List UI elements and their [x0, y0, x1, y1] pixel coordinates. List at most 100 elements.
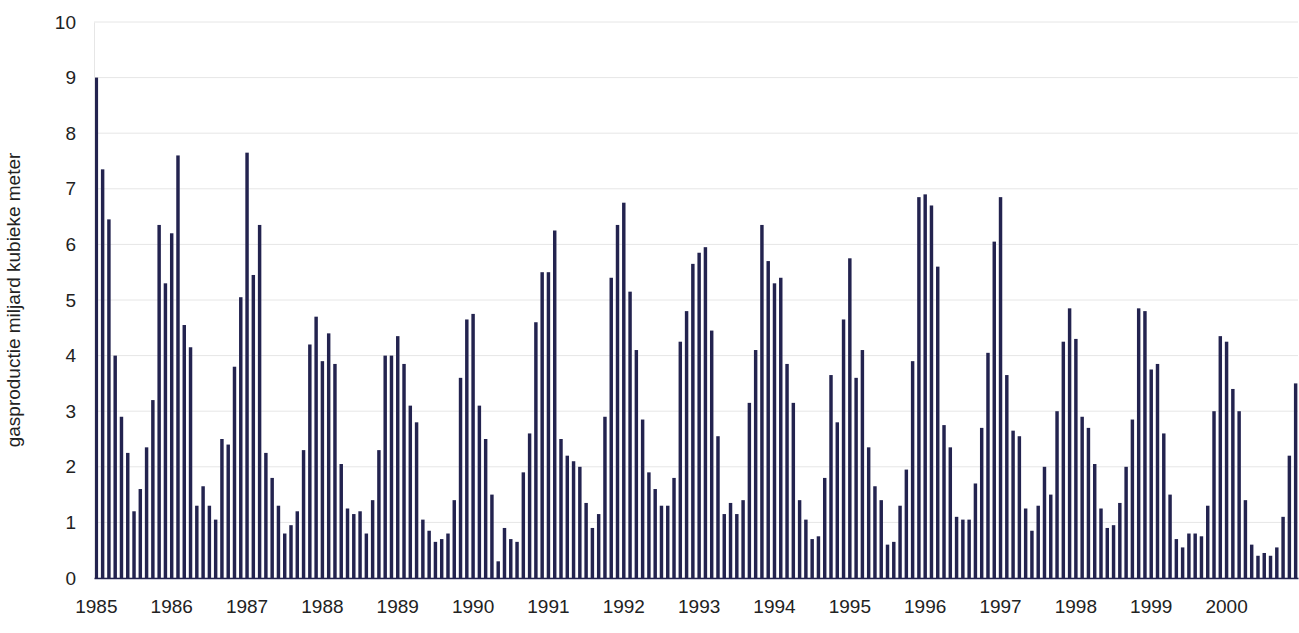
bar	[1288, 456, 1291, 578]
bar	[1150, 370, 1153, 579]
bar	[107, 219, 110, 578]
bar	[333, 364, 336, 578]
bar	[522, 472, 525, 578]
bar	[610, 278, 613, 578]
bar	[1055, 411, 1058, 578]
grid-line	[94, 77, 1298, 78]
bar	[559, 439, 562, 578]
x-tick-label: 1990	[452, 596, 494, 617]
bar	[566, 456, 569, 578]
x-tick-label: 1994	[753, 596, 796, 617]
bar	[1231, 389, 1234, 578]
bar	[572, 461, 575, 578]
bar	[1244, 500, 1247, 578]
grid	[94, 22, 1298, 578]
bar	[741, 500, 744, 578]
chart: 0123456789101985198619871988198919901991…	[0, 0, 1299, 633]
bar	[710, 331, 713, 578]
bar	[892, 542, 895, 578]
bar	[471, 314, 474, 578]
bar	[421, 520, 424, 578]
x-tick: 1988	[301, 578, 343, 617]
bar	[515, 542, 518, 578]
bar	[704, 247, 707, 578]
y-axis: 012345678910	[55, 12, 95, 589]
y-tick: 5	[65, 290, 94, 311]
x-tick-label: 1989	[377, 596, 419, 617]
bar	[653, 489, 656, 578]
bar	[453, 500, 456, 578]
bar	[371, 500, 374, 578]
x-tick-label: 1988	[301, 596, 343, 617]
bar	[616, 225, 619, 578]
bar	[201, 486, 204, 578]
bar	[974, 483, 977, 578]
bar	[735, 514, 738, 578]
bar	[672, 478, 675, 578]
bar	[848, 258, 851, 578]
y-tick-label: 3	[65, 401, 76, 422]
bar	[773, 283, 776, 578]
bar	[986, 353, 989, 578]
bar	[823, 478, 826, 578]
bar	[1156, 364, 1159, 578]
bar	[321, 361, 324, 578]
grid-line	[94, 578, 1298, 579]
bar	[1237, 411, 1240, 578]
bar	[980, 428, 983, 578]
bar	[854, 378, 857, 578]
bar	[597, 514, 600, 578]
bar	[1200, 536, 1203, 578]
bar	[917, 197, 920, 578]
bar	[377, 450, 380, 578]
bar	[1030, 531, 1033, 578]
bar	[911, 361, 914, 578]
bar	[1124, 467, 1127, 578]
bar	[723, 514, 726, 578]
bar	[635, 350, 638, 578]
bar	[226, 445, 229, 578]
x-tick-label: 1986	[151, 596, 193, 617]
bar	[277, 506, 280, 578]
x-tick-label: 1993	[678, 596, 720, 617]
bar	[390, 356, 393, 578]
bar	[358, 511, 361, 578]
bar	[528, 433, 531, 578]
bar	[1093, 464, 1096, 578]
x-tick: 1992	[603, 578, 645, 617]
bar	[1112, 525, 1115, 578]
x-tick: 1999	[1130, 578, 1172, 617]
bar	[923, 194, 926, 578]
x-tick-label: 1992	[603, 596, 645, 617]
bar	[509, 539, 512, 578]
bar	[1193, 534, 1196, 578]
bar	[302, 450, 305, 578]
bar	[95, 78, 98, 578]
grid-line	[94, 244, 1298, 245]
bar	[603, 417, 606, 578]
y-axis-title: gasproductie miljard kubieke meter	[3, 152, 24, 447]
y-tick: 2	[65, 456, 94, 477]
bar	[1181, 547, 1184, 578]
y-tick-label: 4	[65, 345, 76, 366]
bar	[446, 534, 449, 578]
bar	[233, 367, 236, 578]
bar	[1219, 336, 1222, 578]
bar	[691, 264, 694, 578]
bar	[1049, 495, 1052, 578]
bar	[289, 525, 292, 578]
bar	[792, 403, 795, 578]
bar	[829, 375, 832, 578]
bar	[1087, 428, 1090, 578]
y-tick: 8	[65, 123, 94, 144]
grid-line	[94, 133, 1298, 134]
bar	[1263, 553, 1266, 578]
x-tick: 1986	[151, 578, 193, 617]
x-tick-label: 1991	[527, 596, 569, 617]
y-tick-label: 2	[65, 456, 76, 477]
bar	[270, 478, 273, 578]
x-tick-label: 1995	[829, 596, 871, 617]
x-tick: 1994	[753, 578, 796, 617]
x-tick: 1993	[678, 578, 720, 617]
bar	[867, 447, 870, 578]
